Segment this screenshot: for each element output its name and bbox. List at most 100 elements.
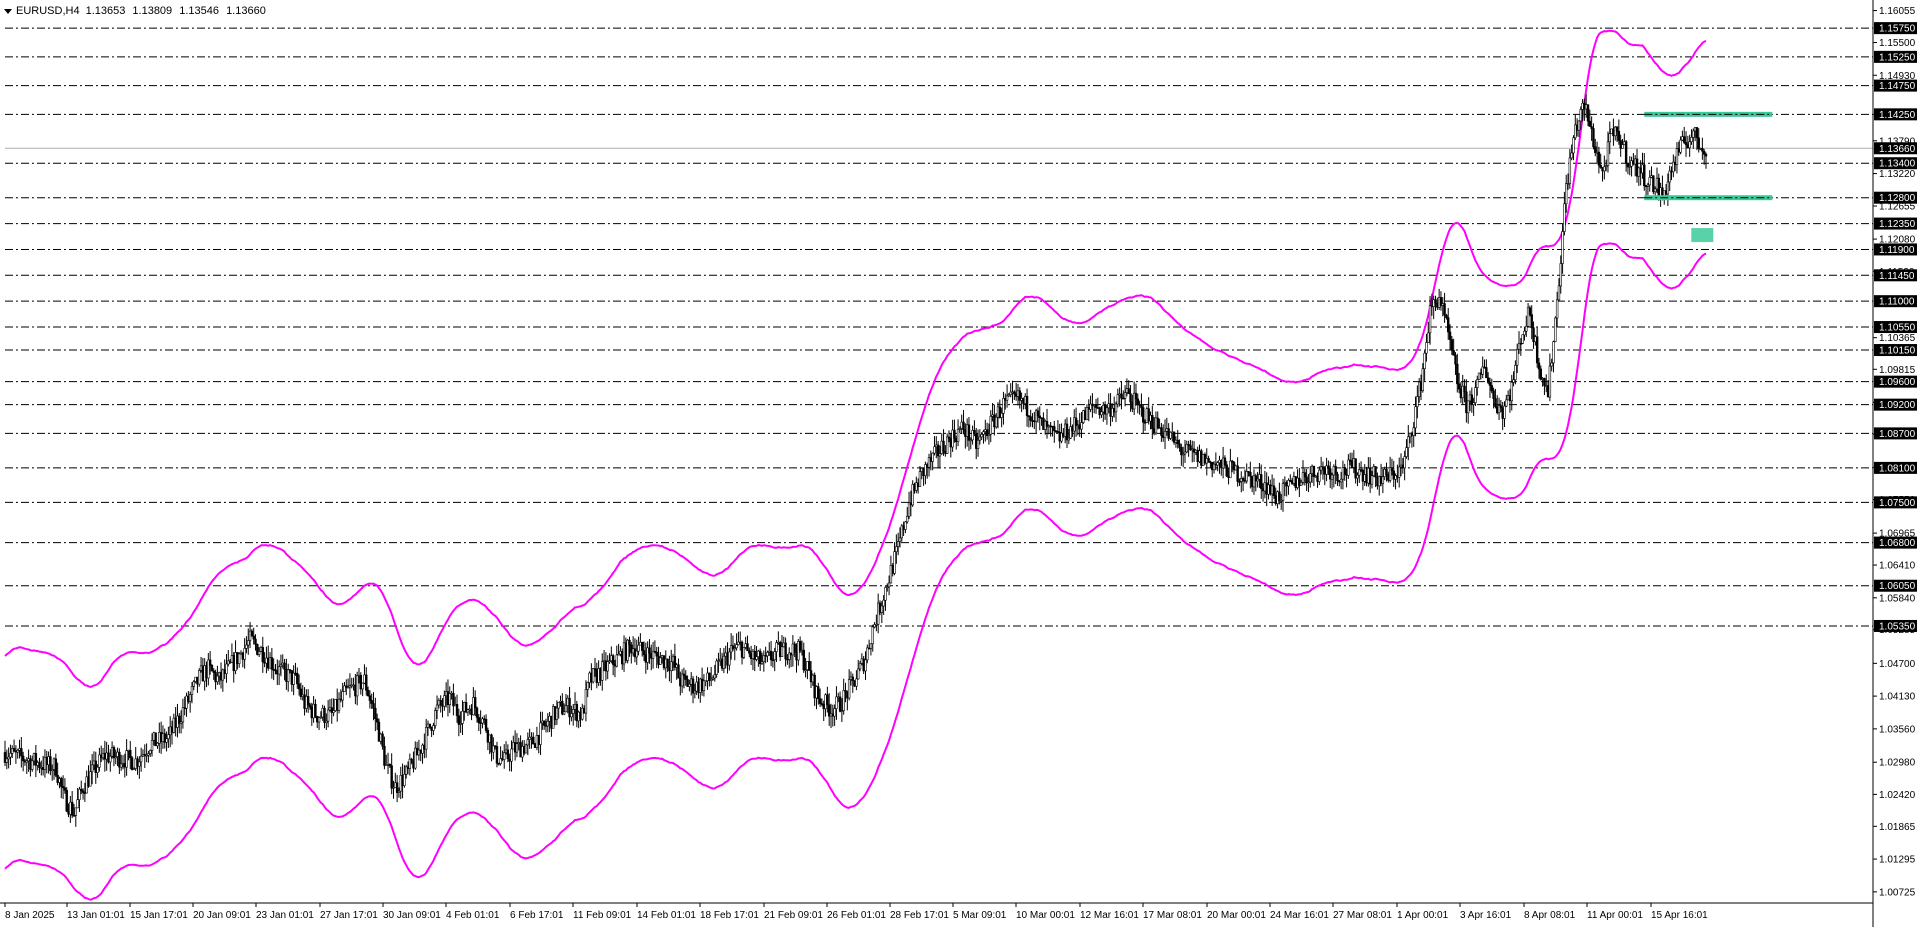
candle bbox=[390, 753, 393, 795]
candle bbox=[198, 668, 201, 687]
candle bbox=[1388, 456, 1392, 483]
chevron-down-icon[interactable] bbox=[4, 8, 12, 14]
candle bbox=[1105, 404, 1109, 425]
candle bbox=[147, 750, 150, 763]
candle bbox=[326, 700, 330, 728]
candle bbox=[455, 694, 459, 723]
candle bbox=[1142, 404, 1145, 434]
candle bbox=[1454, 352, 1457, 375]
candle bbox=[1579, 106, 1582, 130]
candle bbox=[38, 757, 41, 774]
candle bbox=[1185, 440, 1189, 454]
candle bbox=[403, 765, 406, 788]
candle bbox=[1280, 493, 1283, 510]
candle bbox=[210, 664, 214, 672]
candle bbox=[1111, 403, 1114, 422]
level-price-label bbox=[1874, 157, 1917, 170]
candle bbox=[1129, 384, 1132, 412]
candle bbox=[1189, 439, 1192, 451]
candle bbox=[1299, 479, 1303, 486]
candle bbox=[555, 700, 559, 725]
time-tick-label: 4 Feb 01:01 bbox=[446, 910, 500, 921]
candle bbox=[918, 465, 922, 487]
candle bbox=[666, 658, 669, 673]
candle bbox=[237, 652, 241, 668]
candle bbox=[1180, 443, 1183, 466]
candle bbox=[1577, 120, 1581, 138]
candle bbox=[1334, 459, 1337, 485]
candle bbox=[895, 534, 898, 564]
candle bbox=[688, 679, 691, 692]
candle bbox=[570, 705, 573, 722]
candle bbox=[842, 678, 845, 715]
candle bbox=[1309, 466, 1312, 488]
candle bbox=[473, 690, 477, 717]
candle bbox=[185, 692, 188, 717]
candle bbox=[640, 641, 644, 657]
candle bbox=[1241, 476, 1245, 492]
level-price-text: 1.10150 bbox=[1879, 346, 1916, 357]
candle bbox=[907, 491, 911, 520]
candle bbox=[225, 654, 228, 683]
candle bbox=[945, 433, 949, 455]
candle bbox=[746, 635, 749, 652]
candle bbox=[773, 647, 776, 672]
candle bbox=[1427, 321, 1430, 344]
candle bbox=[953, 419, 956, 443]
level-price-label bbox=[1874, 579, 1917, 592]
candle bbox=[882, 595, 885, 615]
time-tick-label: 21 Feb 09:01 bbox=[764, 910, 823, 921]
candle bbox=[424, 718, 428, 758]
candle bbox=[906, 507, 909, 524]
candle bbox=[711, 675, 715, 681]
candle bbox=[192, 680, 195, 691]
candle bbox=[617, 643, 620, 656]
candle bbox=[1013, 390, 1016, 400]
candle bbox=[1588, 109, 1592, 127]
candle bbox=[1566, 173, 1570, 190]
candle bbox=[72, 803, 76, 817]
candle bbox=[857, 659, 860, 680]
candle bbox=[1381, 468, 1385, 494]
candle bbox=[1249, 461, 1252, 489]
candle bbox=[835, 686, 838, 720]
candle bbox=[165, 731, 168, 752]
candle bbox=[1412, 422, 1415, 447]
candle bbox=[817, 682, 820, 705]
candle bbox=[12, 739, 16, 752]
candle bbox=[1697, 128, 1700, 153]
candle bbox=[54, 753, 58, 778]
candle bbox=[1519, 338, 1523, 356]
candle bbox=[1348, 452, 1352, 466]
candle bbox=[673, 643, 677, 671]
candle bbox=[414, 741, 417, 770]
candle bbox=[976, 429, 980, 457]
candle bbox=[947, 430, 951, 443]
candle bbox=[847, 669, 851, 701]
zone-marker-box[interactable] bbox=[1691, 228, 1714, 243]
candle bbox=[404, 764, 408, 779]
price-tick-label: 1.02420 bbox=[1879, 790, 1916, 801]
level-price-text: 1.12800 bbox=[1879, 193, 1916, 204]
candle bbox=[443, 690, 446, 711]
candle bbox=[1608, 121, 1611, 155]
candle bbox=[372, 692, 375, 721]
candle bbox=[586, 681, 589, 698]
candle bbox=[1486, 372, 1490, 385]
candle bbox=[702, 674, 706, 697]
time-tick-label: 13 Jan 01:01 bbox=[67, 910, 125, 921]
price-tick-label: 1.04700 bbox=[1879, 659, 1916, 670]
candle bbox=[381, 731, 384, 750]
candle bbox=[931, 452, 934, 471]
price-tick-label: 1.02980 bbox=[1879, 758, 1916, 769]
candle bbox=[775, 639, 778, 663]
candle bbox=[1018, 387, 1021, 409]
candle bbox=[591, 668, 595, 684]
candle bbox=[1260, 464, 1263, 499]
price-tick-label: 1.00725 bbox=[1879, 887, 1916, 898]
candle bbox=[288, 669, 292, 674]
candle bbox=[383, 736, 386, 770]
candle bbox=[25, 757, 28, 774]
